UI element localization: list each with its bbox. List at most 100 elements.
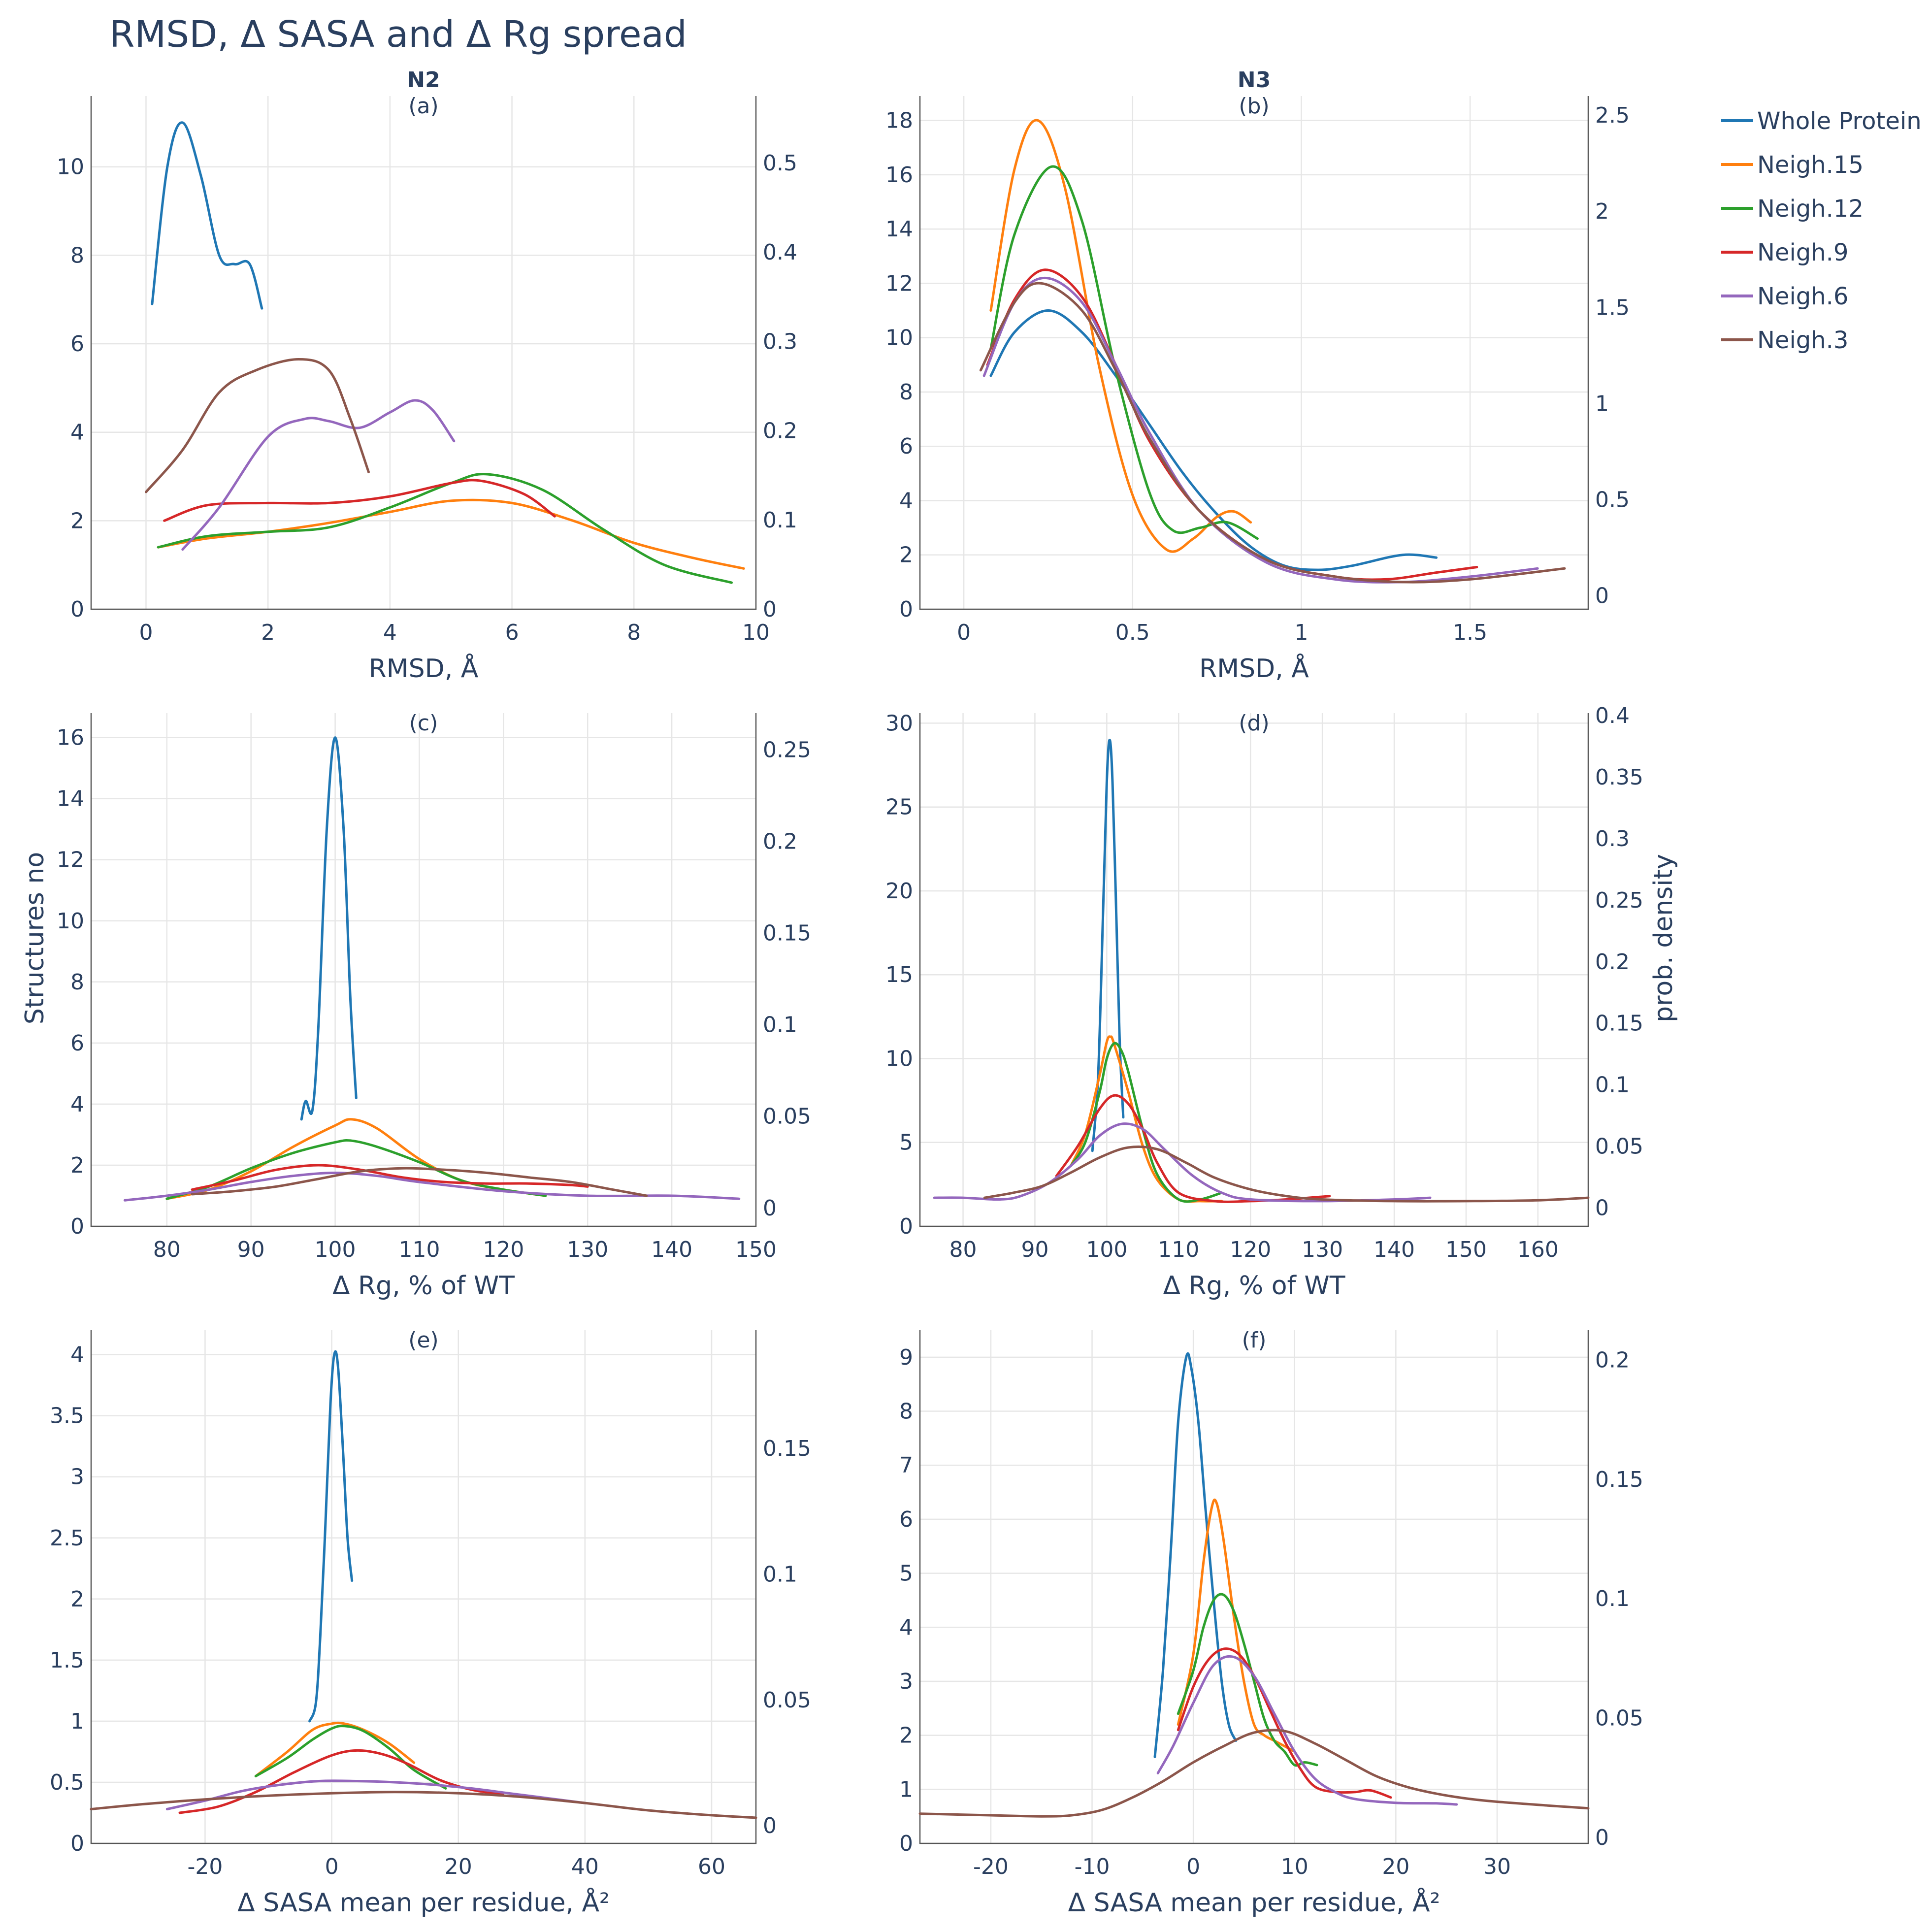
x-axis-label: RMSD, Å bbox=[369, 653, 479, 684]
y-tick-label: 18 bbox=[885, 108, 913, 133]
y-tick-label: 8 bbox=[899, 380, 913, 405]
x-tick-label: 120 bbox=[1230, 1237, 1271, 1262]
y-tick-label: 10 bbox=[885, 326, 913, 351]
y-tick-label: 2 bbox=[70, 1587, 84, 1612]
series-line-neigh-9-b bbox=[986, 268, 1478, 581]
axis-frame bbox=[90, 1330, 757, 1844]
y2-tick-label: 0.5 bbox=[763, 151, 797, 176]
y-tick-label: 30 bbox=[885, 711, 913, 736]
y2-tick-label: 0.4 bbox=[763, 240, 797, 265]
x-tick-label: 110 bbox=[398, 1237, 440, 1262]
panel-d: 80 90 100 110 120 130 140 150 160 0 5 10 15 20 25 30 0 0.… bbox=[885, 703, 1643, 1301]
x-tick-label: 0.5 bbox=[1115, 620, 1150, 645]
x-tick-label: 110 bbox=[1158, 1237, 1199, 1262]
panel-e: -20 0 20 40 6000.511.522.533.5400.050.10.15Δ… bbox=[50, 1328, 811, 1918]
y2-tick-label: 0 bbox=[1595, 1196, 1609, 1221]
panel-label: (a) bbox=[408, 94, 438, 119]
series-line-neigh-6-f bbox=[1156, 1655, 1458, 1806]
y2-tick-label: 0.1 bbox=[1595, 1586, 1630, 1611]
y-tick-label: 10 bbox=[57, 909, 84, 934]
x-tick-label: -20 bbox=[973, 1854, 1009, 1879]
y-tick-label: 8 bbox=[70, 243, 84, 268]
y2-tick-label: 0.2 bbox=[763, 419, 797, 444]
y2-tick-label: 2 bbox=[1595, 199, 1609, 224]
y-tick-label: 2 bbox=[899, 543, 913, 568]
y2-tick-label: 0.4 bbox=[1595, 703, 1630, 728]
legend-label-neigh12[interactable]: Neigh.12 bbox=[1757, 195, 1864, 223]
y2-tick-label: 2.5 bbox=[1595, 103, 1630, 128]
series-line-neigh-3-e bbox=[90, 1791, 757, 1819]
y-tick-label: 2 bbox=[70, 1153, 84, 1178]
x-tick-label: -10 bbox=[1075, 1854, 1110, 1879]
figure-title: RMSD, Δ SASA and Δ Rg spread bbox=[109, 13, 687, 56]
y-tick-label: 4 bbox=[70, 420, 84, 445]
series-line-whole-protein-b bbox=[989, 309, 1438, 571]
y-tick-label: 2 bbox=[70, 508, 84, 533]
y2-tick-label: 0.05 bbox=[1595, 1706, 1643, 1731]
x-axis-label: Δ SASA mean per residue, Å² bbox=[1068, 1887, 1440, 1918]
x-tick-label: 0 bbox=[139, 620, 153, 645]
y-tick-label: 2 bbox=[899, 1723, 913, 1748]
series-line-neigh-12-b bbox=[989, 165, 1259, 540]
y2-tick-label: 0.2 bbox=[1595, 1348, 1630, 1373]
y2-tick-label: 1 bbox=[1595, 391, 1609, 416]
series-line-neigh-15-e bbox=[254, 1721, 416, 1777]
x-tick-label: 40 bbox=[571, 1854, 599, 1879]
legend-label-whole-protein[interactable]: Whole Protein bbox=[1757, 107, 1922, 135]
series-line-neigh-9-f bbox=[1177, 1647, 1392, 1799]
y2-tick-label: 0.15 bbox=[1595, 1467, 1643, 1492]
y-tick-label: 1.5 bbox=[50, 1648, 84, 1673]
y-tick-label: 1 bbox=[70, 1709, 84, 1734]
legend-label-neigh3[interactable]: Neigh.3 bbox=[1757, 327, 1848, 354]
panel-f: -20 -10 0 10 20 30 0 1 2 3 4 5 6 7 8 9 0 0.05 0.1 0.15 0.2 Δ … bbox=[899, 1328, 1643, 1918]
legend-label-neigh15[interactable]: Neigh.15 bbox=[1757, 151, 1864, 179]
y2-tick-label: 0.3 bbox=[763, 329, 797, 354]
axis-frame bbox=[90, 713, 757, 1227]
panel-label: (d) bbox=[1239, 711, 1269, 736]
x-tick-label: 150 bbox=[735, 1237, 777, 1262]
series-line-whole-protein-e bbox=[308, 1350, 354, 1723]
y2-tick-label: 0.15 bbox=[763, 1436, 811, 1461]
series-line-neigh-3-f bbox=[918, 1729, 1590, 1818]
x-tick-label: 6 bbox=[505, 620, 519, 645]
axis-frame bbox=[90, 96, 757, 610]
y2-tick-label: 0 bbox=[1595, 584, 1609, 609]
series-line-whole-protein-f bbox=[1153, 1352, 1237, 1758]
series-line-neigh-12-f bbox=[1177, 1593, 1318, 1767]
x-tick-label: 150 bbox=[1445, 1237, 1487, 1262]
series-line-whole-protein-d bbox=[1091, 739, 1125, 1152]
legend-label-neigh9[interactable]: Neigh.9 bbox=[1757, 239, 1848, 266]
y2-tick-label: 0.5 bbox=[1595, 488, 1630, 513]
y-tick-label: 15 bbox=[885, 962, 913, 987]
x-tick-label: 80 bbox=[949, 1237, 977, 1262]
x-tick-label: 100 bbox=[315, 1237, 356, 1262]
left-axis-label: Structures no bbox=[20, 852, 50, 1024]
y2-tick-label: 1.5 bbox=[1595, 295, 1630, 320]
y2-tick-label: 0 bbox=[763, 1813, 777, 1838]
x-tick-label: 90 bbox=[1021, 1237, 1048, 1262]
legend-label-neigh6[interactable]: Neigh.6 bbox=[1757, 283, 1848, 310]
y2-tick-label: 0.35 bbox=[1595, 765, 1643, 790]
series-line-neigh-12-d bbox=[1069, 1042, 1223, 1203]
panel-label: (f) bbox=[1242, 1328, 1267, 1353]
series-line-neigh-3-b bbox=[979, 282, 1566, 584]
y-tick-label: 0 bbox=[70, 1214, 84, 1239]
x-axis-label: Δ Rg, % of WT bbox=[332, 1271, 515, 1301]
x-tick-label: 2 bbox=[261, 620, 275, 645]
y2-tick-label: 0.1 bbox=[1595, 1073, 1630, 1098]
y2-tick-label: 0.2 bbox=[1595, 950, 1630, 975]
x-tick-label: 100 bbox=[1086, 1237, 1127, 1262]
y-tick-label: 6 bbox=[899, 434, 913, 459]
x-tick-label: 4 bbox=[383, 620, 397, 645]
y-tick-label: 8 bbox=[899, 1399, 913, 1424]
y-tick-label: 3.5 bbox=[50, 1404, 84, 1429]
x-tick-label: -20 bbox=[187, 1854, 223, 1879]
y-tick-label: 6 bbox=[70, 1031, 84, 1056]
x-tick-label: 10 bbox=[742, 620, 770, 645]
y-tick-label: 16 bbox=[57, 725, 84, 751]
x-tick-label: 30 bbox=[1483, 1854, 1511, 1879]
x-axis-label: RMSD, Å bbox=[1199, 653, 1309, 684]
series-line-neigh-12-c bbox=[165, 1139, 547, 1200]
y2-tick-label: 0.15 bbox=[763, 921, 811, 946]
